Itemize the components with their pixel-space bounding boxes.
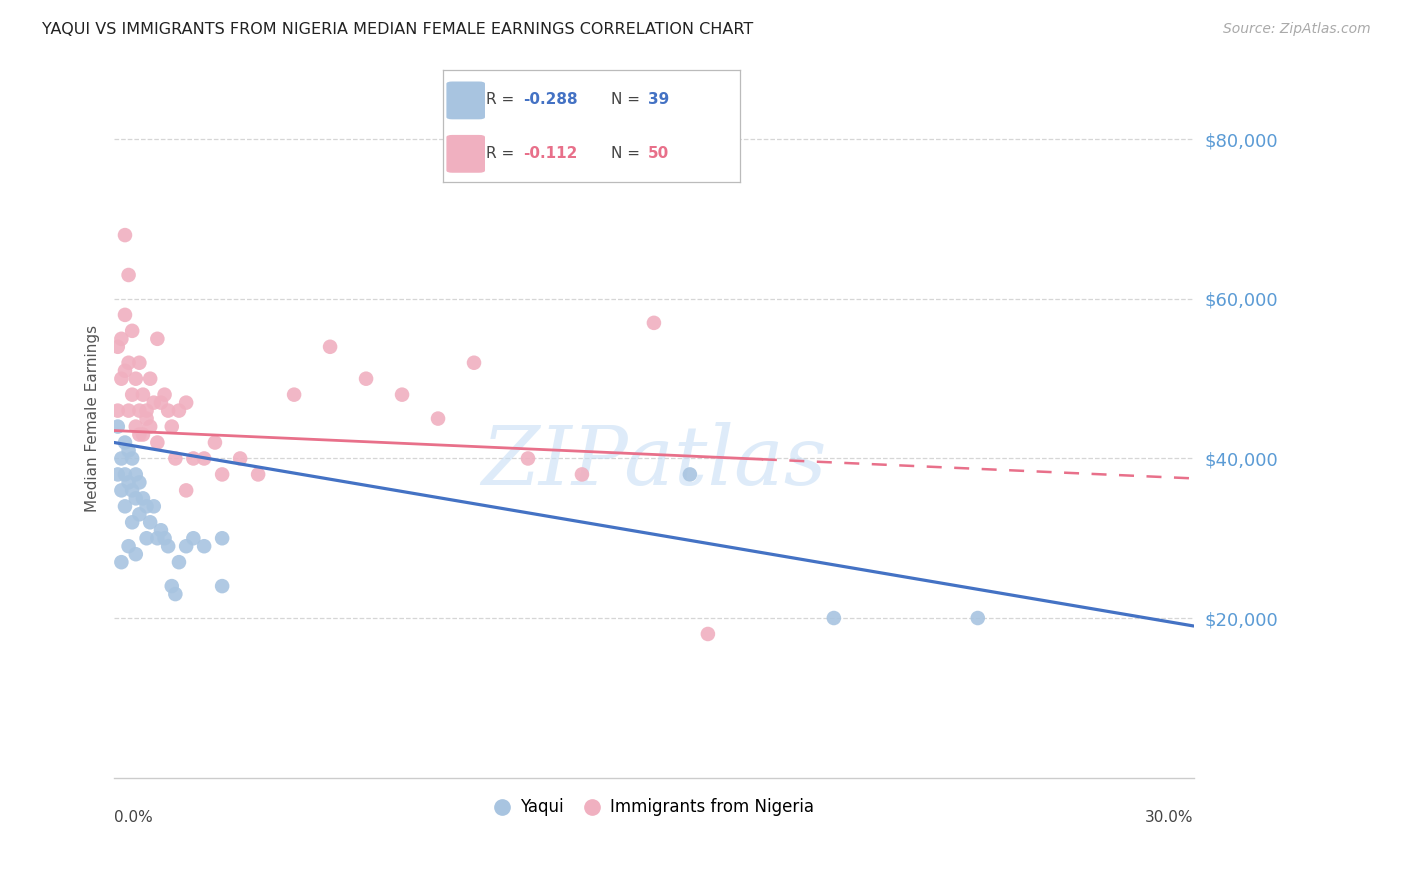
Point [110,372,132,386]
Point [211,531,233,545]
Point [121,387,143,401]
Point [128,475,150,490]
Point [183,531,205,545]
Point [823,611,845,625]
Point [146,531,169,545]
Point [153,387,176,401]
Point [107,403,129,417]
Point [125,547,148,561]
Point [125,419,148,434]
Point [174,395,197,409]
Point [517,451,540,466]
Point [121,516,143,530]
Point [125,491,148,506]
Text: 0.0%: 0.0% [114,810,153,825]
Point [110,451,132,466]
Point [114,228,136,243]
Text: 30.0%: 30.0% [1144,810,1194,825]
Point [117,268,139,282]
Point [139,516,162,530]
Point [204,435,226,450]
Point [139,372,162,386]
Legend: Yaqui, Immigrants from Nigeria: Yaqui, Immigrants from Nigeria [486,792,821,823]
Point [128,427,150,442]
Point [142,395,165,409]
Point [211,579,233,593]
Point [121,483,143,498]
Point [157,539,180,553]
Point [160,579,183,593]
Point [247,467,270,482]
Point [117,403,139,417]
Point [107,419,129,434]
Point [107,340,129,354]
Point [193,451,215,466]
Point [160,419,183,434]
Point [211,467,233,482]
Point [117,356,139,370]
Point [174,539,197,553]
Text: ZIPatlas: ZIPatlas [481,422,827,501]
Point [117,443,139,458]
Text: Source: ZipAtlas.com: Source: ZipAtlas.com [1223,22,1371,37]
Point [391,387,413,401]
Point [135,403,157,417]
Point [125,372,148,386]
Point [114,500,136,514]
Point [643,316,665,330]
Point [183,451,205,466]
Point [135,411,157,425]
Point [132,387,155,401]
Point [117,475,139,490]
Point [110,555,132,569]
Point [696,627,718,641]
Point [165,587,187,601]
Point [149,523,172,537]
Point [193,539,215,553]
Point [174,483,197,498]
Point [139,419,162,434]
Point [107,467,129,482]
Point [117,539,139,553]
Point [114,435,136,450]
Point [229,451,252,466]
Text: YAQUI VS IMMIGRANTS FROM NIGERIA MEDIAN FEMALE EARNINGS CORRELATION CHART: YAQUI VS IMMIGRANTS FROM NIGERIA MEDIAN … [42,22,754,37]
Point [132,427,155,442]
Point [114,467,136,482]
Point [135,531,157,545]
Point [128,403,150,417]
Point [146,435,169,450]
Point [153,531,176,545]
Point [571,467,593,482]
Point [319,340,342,354]
Point [354,372,377,386]
Point [283,387,305,401]
Point [110,483,132,498]
Point [167,403,190,417]
Point [149,395,172,409]
Point [121,451,143,466]
Point [128,356,150,370]
Point [157,403,180,417]
Point [679,467,702,482]
Point [146,332,169,346]
Point [128,508,150,522]
Point [135,500,157,514]
Point [167,555,190,569]
Point [125,467,148,482]
Point [966,611,988,625]
Point [165,451,187,466]
Y-axis label: Median Female Earnings: Median Female Earnings [86,325,100,512]
Point [114,308,136,322]
Point [142,500,165,514]
Point [121,324,143,338]
Point [114,364,136,378]
Point [110,332,132,346]
Point [132,491,155,506]
Point [427,411,450,425]
Point [463,356,485,370]
